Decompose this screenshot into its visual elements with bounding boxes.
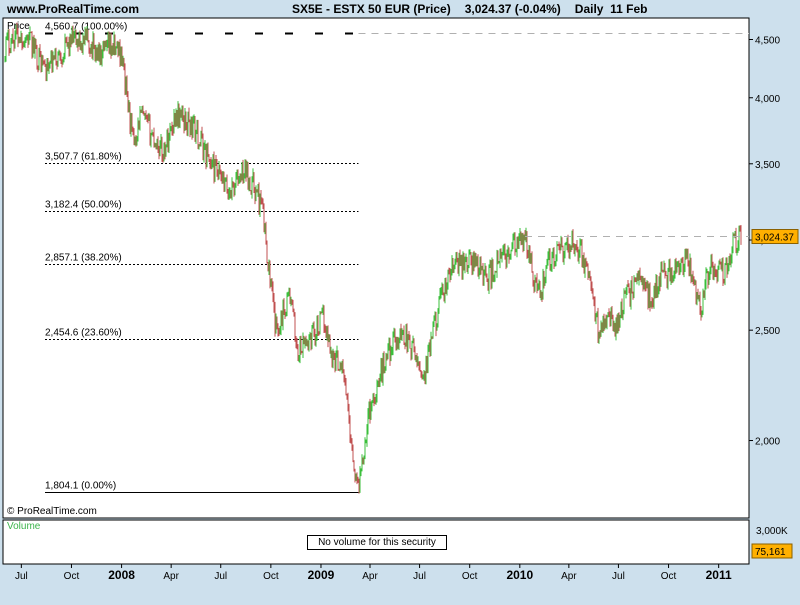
x-tick-label: Oct: [64, 571, 80, 582]
x-axis: Jul Oct 2008 Apr Jul Oct 2009 Apr Jul Oct 2010 Apr J…: [15, 564, 732, 582]
instrument-quote: SX5E - ESTX 50 EUR (Price) 3,024.37 (-0.0…: [292, 2, 662, 16]
last-price-badge: [751, 229, 799, 244]
last-price-layer: 3,024.37: [525, 229, 799, 244]
copyright-text: © ProRealTime.com: [7, 506, 97, 517]
volume-axis-label: 3,000K: [756, 526, 788, 537]
chart-header: www.ProRealTime.com SX5E - ESTX 50 EUR (…: [0, 0, 800, 18]
volume-badge-text: 75,161: [755, 547, 786, 558]
x-tick-label: 2009: [308, 568, 335, 582]
volume-value-badge: 75,161: [751, 543, 793, 559]
fib-level-label: 3,507.7 (61.80%): [45, 152, 122, 163]
x-tick-label: Jul: [214, 571, 227, 582]
fib-level-label: 1,804.1 (0.00%): [45, 481, 116, 492]
fib-level-label: 2,857.1 (38.20%): [45, 253, 122, 264]
x-tick-label: Apr: [561, 571, 577, 582]
last-price-text: 3,024.37 (-0.04%): [464, 2, 561, 16]
x-tick-label: Oct: [661, 571, 677, 582]
y-tick-label: 4,000: [755, 94, 780, 105]
price-panel: [2, 17, 750, 519]
y-tick-label: 2,500: [755, 326, 780, 337]
fib-level-label: 3,182.4 (50.00%): [45, 200, 122, 211]
period-text: Daily 11 Feb: [574, 2, 648, 16]
price-panel-label: Price: [7, 21, 30, 32]
fibonacci-layer: 4,560.7 (100.00%) 3,507.7 (61.80%) 3,182.4…: [45, 22, 749, 493]
site-name[interactable]: www.ProRealTime.com: [7, 2, 140, 16]
x-tick-label: 2011: [706, 568, 732, 582]
x-tick-label: Jul: [413, 571, 426, 582]
x-tick-label: Jul: [612, 571, 625, 582]
no-volume-message: No volume for this security: [307, 535, 447, 550]
x-tick-label: Oct: [263, 571, 279, 582]
volume-badge-bg: [751, 543, 793, 559]
x-tick-label: Oct: [462, 571, 478, 582]
y-tick-label: 3,500: [755, 160, 780, 171]
volume-title: Volume: [7, 521, 41, 532]
x-tick-label: 2010: [506, 568, 533, 582]
x-tick-label: 2008: [108, 568, 135, 582]
price-series-layer: [4, 22, 742, 494]
x-tick-label: Apr: [163, 571, 179, 582]
symbol-title: SX5E - ESTX 50 EUR (Price): [292, 2, 451, 16]
x-tick-label: Apr: [362, 571, 378, 582]
x-tick-label: Jul: [15, 571, 28, 582]
y-tick-label: 2,000: [755, 437, 780, 448]
fib-level-label: 2,454.6 (23.60%): [45, 328, 122, 339]
y-tick-label: 4,500: [755, 36, 780, 47]
fib-level-label: 4,560.7 (100.00%): [45, 22, 127, 33]
last-price-label: 3,024.37: [755, 233, 794, 244]
